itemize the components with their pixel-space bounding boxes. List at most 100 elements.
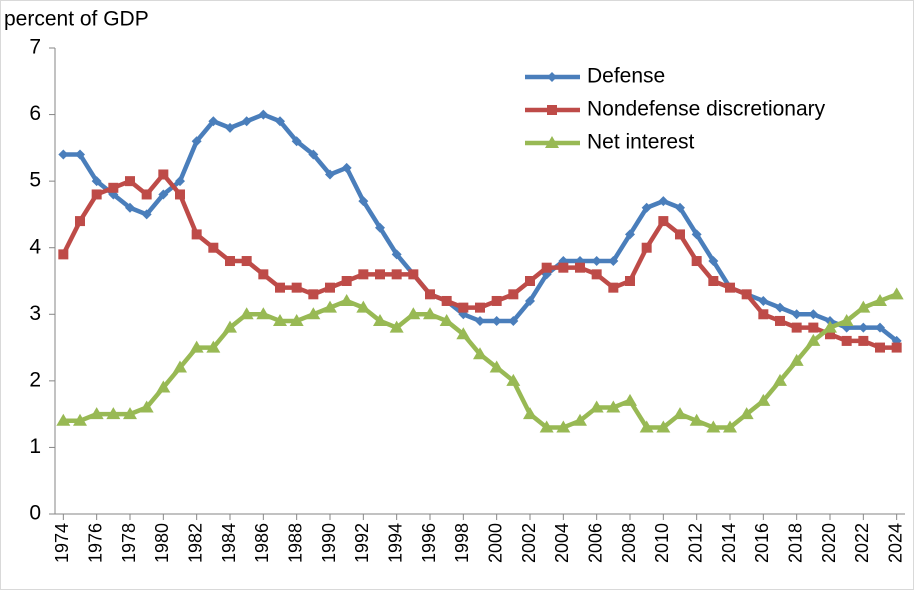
marker xyxy=(125,202,135,213)
marker xyxy=(141,189,152,200)
y-tick-label: 3 xyxy=(29,302,41,325)
marker xyxy=(141,209,152,220)
marker xyxy=(156,380,171,393)
marker xyxy=(139,400,154,413)
marker xyxy=(206,340,221,353)
marker xyxy=(391,249,402,260)
marker xyxy=(391,269,402,280)
marker xyxy=(358,196,369,207)
marker xyxy=(641,202,652,213)
marker xyxy=(208,242,219,253)
marker xyxy=(175,189,185,200)
marker xyxy=(723,420,737,433)
marker xyxy=(289,313,304,326)
x-tick-label: 2004 xyxy=(552,523,572,563)
marker xyxy=(256,307,271,320)
marker xyxy=(439,313,454,326)
x-tick-label: 1992 xyxy=(352,523,372,563)
marker xyxy=(408,269,419,280)
marker xyxy=(58,249,69,260)
marker xyxy=(173,360,187,373)
marker xyxy=(475,302,485,313)
marker xyxy=(706,420,721,433)
marker xyxy=(808,309,819,320)
marker xyxy=(473,347,487,360)
marker xyxy=(89,407,104,420)
marker xyxy=(158,189,169,200)
x-tick-label: 2016 xyxy=(752,523,772,563)
marker xyxy=(573,413,587,426)
marker xyxy=(73,413,87,426)
y-tick-label: 0 xyxy=(29,502,41,525)
marker xyxy=(775,315,785,326)
marker xyxy=(675,202,685,213)
y-tick-label: 4 xyxy=(29,235,41,258)
marker xyxy=(339,293,354,306)
marker xyxy=(658,216,669,227)
marker xyxy=(791,322,802,333)
marker xyxy=(891,342,902,353)
legend-label: Defense xyxy=(587,65,665,88)
marker xyxy=(541,262,552,273)
marker xyxy=(158,169,169,180)
marker xyxy=(489,360,504,373)
marker xyxy=(91,189,102,200)
x-tick-label: 1986 xyxy=(252,523,272,563)
marker xyxy=(689,413,704,426)
marker xyxy=(589,400,604,413)
marker xyxy=(806,333,821,346)
marker xyxy=(725,282,735,293)
marker xyxy=(823,320,837,333)
marker xyxy=(75,149,85,160)
marker xyxy=(189,340,204,353)
marker xyxy=(789,353,804,366)
marker xyxy=(325,169,335,180)
marker xyxy=(508,289,519,300)
marker xyxy=(225,122,235,133)
x-tick-label: 2002 xyxy=(519,523,539,563)
x-tick-label: 1994 xyxy=(385,523,405,563)
marker xyxy=(889,287,904,300)
x-tick-label: 2022 xyxy=(852,523,872,563)
marker xyxy=(658,196,669,207)
marker xyxy=(306,307,321,320)
marker xyxy=(523,407,537,420)
marker xyxy=(873,293,887,306)
marker xyxy=(791,309,802,320)
marker xyxy=(341,162,352,173)
marker xyxy=(258,109,269,120)
marker xyxy=(191,136,202,147)
y-tick-label: 6 xyxy=(29,102,41,125)
y-tick-label: 2 xyxy=(29,368,41,391)
marker xyxy=(625,276,635,286)
x-tick-label: 1980 xyxy=(152,523,172,563)
marker xyxy=(275,282,285,293)
marker xyxy=(808,322,819,333)
y-axis-label: percent of GDP xyxy=(4,8,149,31)
marker xyxy=(708,276,719,286)
marker xyxy=(547,105,557,115)
marker xyxy=(241,256,252,267)
marker xyxy=(441,295,452,306)
marker xyxy=(525,295,535,306)
x-tick-label: 2006 xyxy=(585,523,605,563)
marker xyxy=(691,229,702,240)
marker xyxy=(308,149,319,160)
y-tick-label: 7 xyxy=(29,36,41,59)
marker xyxy=(425,289,435,300)
marker xyxy=(123,407,137,420)
x-tick-label: 1996 xyxy=(419,523,439,563)
marker xyxy=(456,327,471,340)
x-tick-label: 2000 xyxy=(485,523,505,563)
marker xyxy=(545,136,559,148)
marker xyxy=(273,313,287,326)
marker xyxy=(558,262,569,273)
x-tick-label: 1978 xyxy=(119,523,139,563)
marker xyxy=(825,329,835,340)
marker xyxy=(291,136,302,147)
marker xyxy=(106,407,121,420)
marker xyxy=(656,420,671,433)
marker xyxy=(875,322,885,333)
x-tick-label: 2020 xyxy=(819,523,839,563)
marker xyxy=(591,256,602,267)
